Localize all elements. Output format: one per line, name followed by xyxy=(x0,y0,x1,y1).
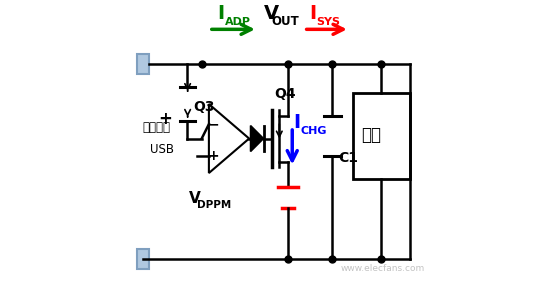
Text: Q4: Q4 xyxy=(274,87,296,101)
Polygon shape xyxy=(209,104,249,173)
Text: OUT: OUT xyxy=(272,15,299,28)
Text: V: V xyxy=(263,4,279,23)
Text: I: I xyxy=(294,113,301,132)
Text: www.elecfans.com: www.elecfans.com xyxy=(341,264,425,273)
Text: I: I xyxy=(310,4,317,23)
Text: 适配器或: 适配器或 xyxy=(143,121,171,134)
FancyBboxPatch shape xyxy=(137,54,148,74)
Text: I: I xyxy=(217,4,224,23)
Text: +: + xyxy=(207,149,219,163)
Text: CHG: CHG xyxy=(301,126,327,136)
Text: Q3: Q3 xyxy=(193,100,214,114)
Text: USB: USB xyxy=(150,143,174,156)
FancyBboxPatch shape xyxy=(137,249,148,269)
Text: −: − xyxy=(207,117,219,131)
Polygon shape xyxy=(251,126,263,151)
Text: +: + xyxy=(158,110,172,128)
Text: 系统: 系统 xyxy=(361,126,381,144)
Text: V: V xyxy=(189,191,201,206)
Text: SYS: SYS xyxy=(317,17,340,27)
Text: ADP: ADP xyxy=(225,17,251,27)
FancyBboxPatch shape xyxy=(353,92,410,179)
Text: C1: C1 xyxy=(338,151,358,164)
Text: DPPM: DPPM xyxy=(197,200,231,210)
